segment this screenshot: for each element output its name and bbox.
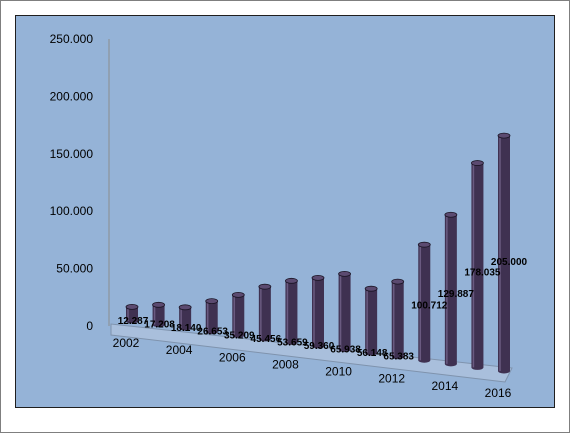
bar-body <box>205 301 218 332</box>
data-label: 18.140 <box>171 323 202 334</box>
data-label: 178.035 <box>464 267 501 278</box>
bar-2016 <box>497 132 511 374</box>
x-tick-label: 2002 <box>113 336 140 350</box>
bar-top <box>285 277 298 284</box>
bar-2008 <box>285 277 298 345</box>
y-tick-label: 100.000 <box>50 204 94 218</box>
bar-top <box>391 278 405 285</box>
bar-body <box>418 244 431 361</box>
data-label: 56.148 <box>357 348 388 359</box>
x-tick-label: 2004 <box>166 343 193 357</box>
bar-2005 <box>205 298 219 335</box>
data-label: 17.208 <box>144 320 175 331</box>
data-label: 65.938 <box>330 345 361 356</box>
data-label: 12.287 <box>118 316 149 327</box>
bar-body <box>258 286 271 339</box>
bar-2012 <box>391 278 405 360</box>
x-tick-label: 2012 <box>378 372 405 386</box>
bar-2014 <box>444 211 458 367</box>
bar-2011 <box>364 285 378 356</box>
data-label: 65.383 <box>383 352 414 363</box>
bar-2006 <box>231 291 245 338</box>
y-tick-label: 200.000 <box>50 89 94 103</box>
data-label: 59.360 <box>304 341 335 352</box>
y-tick-label: 250.000 <box>50 32 94 46</box>
data-label: 26.653 <box>197 327 228 338</box>
bar-body <box>179 307 192 329</box>
chart-floor <box>110 323 513 383</box>
bar-top <box>178 304 192 311</box>
data-label: 53.659 <box>277 337 308 348</box>
x-tick-label: 2010 <box>325 365 352 379</box>
bar-top <box>338 270 351 277</box>
data-label: 205.000 <box>491 257 528 268</box>
bar-top <box>311 274 325 281</box>
bar-top <box>205 298 219 305</box>
y-tick-label: 0 <box>86 319 93 333</box>
bar-top <box>231 291 245 298</box>
bar-2003 <box>152 301 165 328</box>
x-tick-label: 2016 <box>485 386 512 400</box>
bar-body <box>312 277 324 346</box>
bar-body <box>365 288 378 354</box>
bar-top <box>152 301 165 308</box>
bar-top <box>444 211 458 218</box>
bar-2009 <box>311 274 325 349</box>
bar-2010 <box>338 270 351 353</box>
bar-2013 <box>417 241 431 363</box>
bar-2004 <box>178 304 192 331</box>
data-label: 100.712 <box>411 300 448 311</box>
bar-2002 <box>125 303 139 324</box>
bar-body <box>126 306 138 321</box>
bar-top <box>497 132 511 139</box>
bar-top <box>417 241 431 248</box>
bar-2015 <box>471 160 484 370</box>
bar-body <box>338 273 351 350</box>
x-tick-label: 2014 <box>432 379 459 393</box>
x-tick-label: 2006 <box>219 350 246 364</box>
bar-body <box>285 280 298 343</box>
data-label: 35.209 <box>224 330 255 341</box>
data-label: 45.456 <box>251 334 282 345</box>
x-tick-label: 2008 <box>272 357 299 371</box>
bar-top <box>258 283 272 290</box>
bar-top <box>125 303 139 310</box>
bar-body <box>471 163 484 368</box>
bar-body <box>498 135 510 371</box>
bar-2007 <box>258 283 272 342</box>
bar-body <box>232 294 245 336</box>
plot-area <box>15 15 555 408</box>
y-tick-label: 50.000 <box>56 262 93 276</box>
bar-top <box>471 160 484 166</box>
y-tick-label: 150.000 <box>50 147 94 161</box>
bar-body <box>391 281 404 357</box>
data-label: 129.887 <box>438 289 475 300</box>
bar-top <box>364 285 378 292</box>
bar-body <box>152 304 165 325</box>
bar-body <box>444 214 457 364</box>
